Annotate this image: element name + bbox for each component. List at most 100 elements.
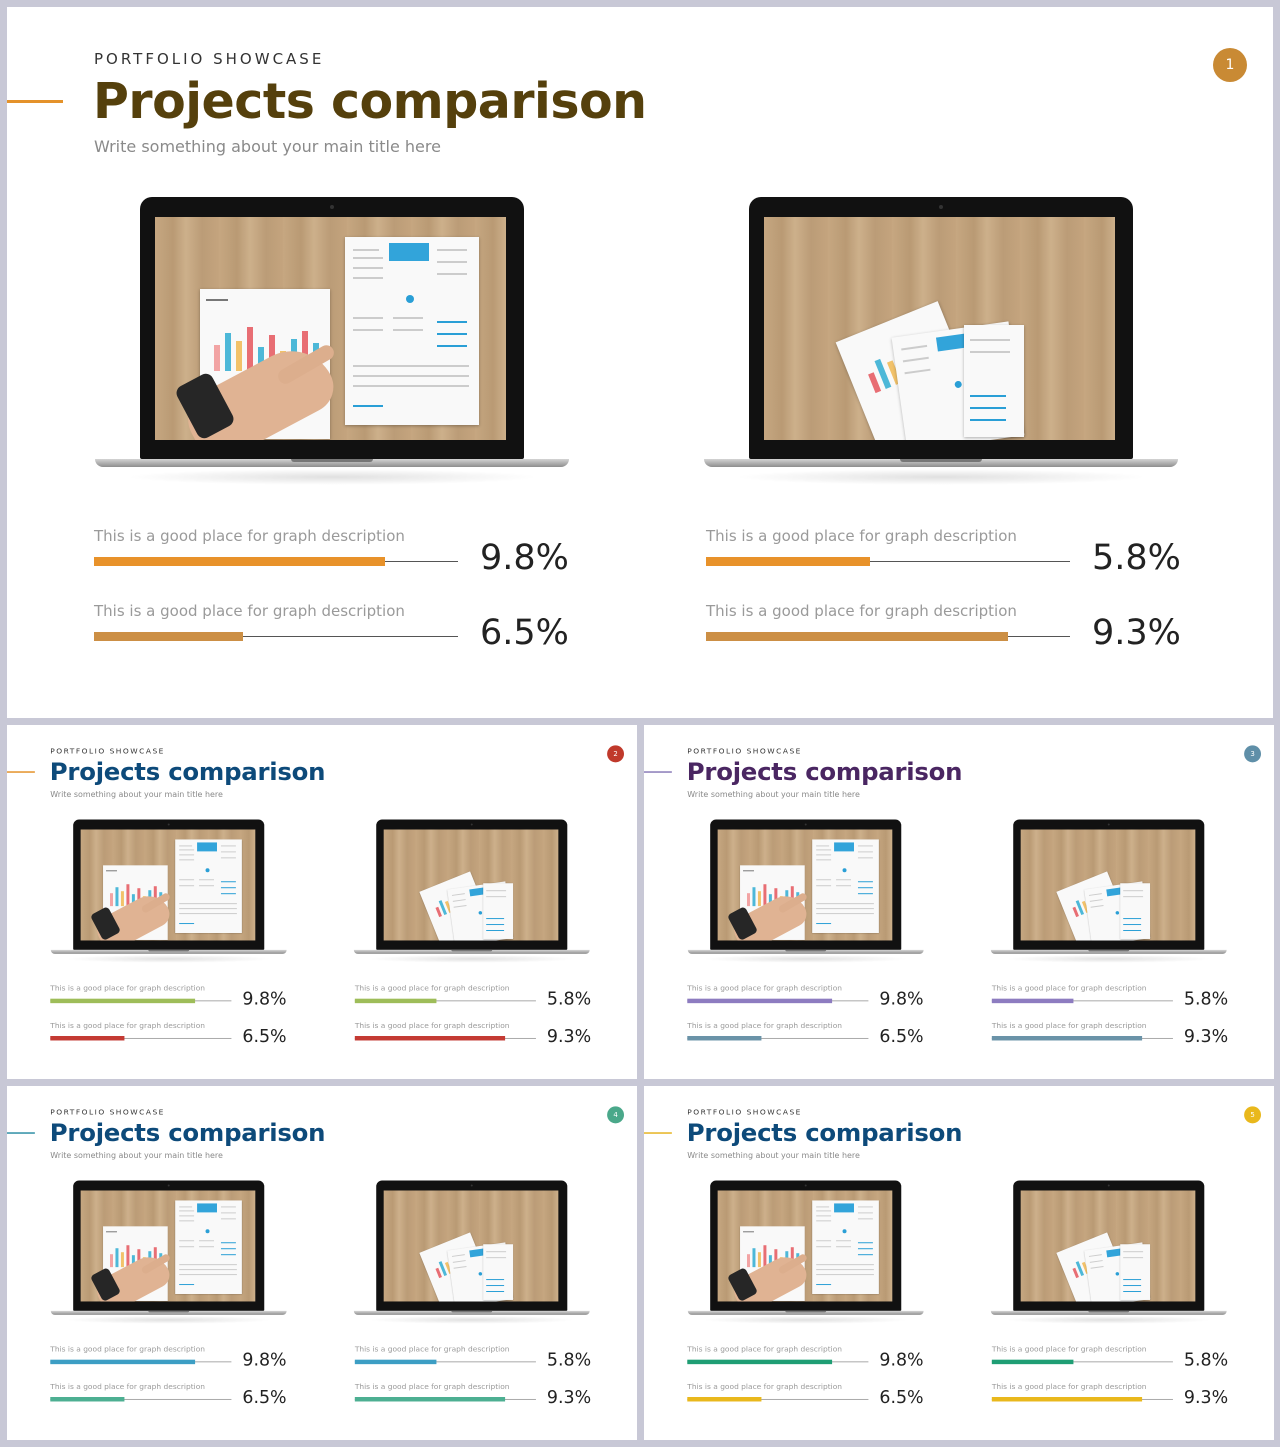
page-subtitle: Write something about your main title he…: [687, 789, 860, 800]
slide-2: PORTFOLIO SHOWCASE Projects comparison W…: [7, 725, 637, 1079]
title-accent-line: [7, 100, 63, 103]
title-accent-line: [644, 1132, 672, 1134]
percentage-value: 9.8%: [242, 1350, 287, 1371]
page-subtitle: Write something about your main title he…: [50, 789, 223, 800]
laptop-photo-hand-pointing-chart: [717, 829, 893, 941]
page-title: Projects comparison: [686, 1118, 963, 1148]
laptop-photo-documents-on-wood: [1020, 1190, 1196, 1302]
laptop-mockup-left: [687, 1180, 924, 1325]
progress-fill: [50, 1359, 196, 1365]
graph-description: This is a good place for graph descripti…: [50, 983, 205, 993]
progress-fill: [991, 1359, 1074, 1365]
progress-fill: [687, 1036, 762, 1041]
progress-fill: [354, 1036, 506, 1041]
progress-fill: [687, 1359, 833, 1365]
graph-description: This is a good place for graph descripti…: [354, 1344, 510, 1354]
slide-5: PORTFOLIO SHOWCASE Projects comparison W…: [644, 1086, 1274, 1440]
progress-fill: [50, 1397, 125, 1402]
title-accent-line: [7, 771, 35, 773]
title-accent-line: [7, 1132, 35, 1134]
percentage-value: 9.8%: [879, 989, 924, 1010]
eyebrow-label: PORTFOLIO SHOWCASE: [94, 50, 325, 68]
laptop-photo-documents-on-wood: [383, 829, 559, 941]
graph-description: This is a good place for graph descripti…: [50, 1382, 205, 1392]
laptop-mockup-right: [353, 819, 590, 964]
percentage-value: 6.5%: [879, 1026, 924, 1047]
progress-fill: [706, 632, 1009, 641]
graph-description: This is a good place for graph descripti…: [94, 527, 405, 545]
graph-description: This is a good place for graph descripti…: [687, 1344, 842, 1354]
slide-number-badge: 2: [607, 745, 625, 763]
title-accent-line: [644, 771, 672, 773]
percentage-value: 5.8%: [546, 989, 592, 1010]
slide-3: PORTFOLIO SHOWCASE Projects comparison W…: [644, 725, 1274, 1079]
page-subtitle: Write something about your main title he…: [50, 1150, 223, 1161]
progress-fill: [991, 998, 1074, 1004]
percentage-value: 9.8%: [480, 538, 569, 578]
laptop-photo-hand-pointing-chart: [80, 1190, 256, 1302]
progress-fill: [991, 1397, 1143, 1402]
progress-fill: [687, 1397, 762, 1402]
laptop-mockup-right: [353, 1180, 590, 1325]
percentage-value: 6.5%: [480, 613, 569, 653]
slide-number-badge: 4: [607, 1106, 625, 1124]
graph-description: This is a good place for graph descripti…: [991, 1344, 1147, 1354]
laptop-photo-documents-on-wood: [1020, 829, 1196, 941]
laptop-photo-hand-pointing-chart: [717, 1190, 893, 1302]
progress-track: [94, 636, 458, 637]
laptop-photo-hand-pointing-chart: [80, 829, 256, 941]
eyebrow-label: PORTFOLIO SHOWCASE: [687, 746, 802, 756]
percentage-value: 6.5%: [879, 1387, 924, 1408]
graph-description: This is a good place for graph descripti…: [706, 527, 1017, 545]
graph-description: This is a good place for graph descripti…: [94, 602, 405, 620]
progress-fill: [50, 998, 196, 1004]
laptop-photo-hand-pointing-chart: [155, 217, 506, 440]
percentage-value: 5.8%: [546, 1350, 592, 1371]
graph-description: This is a good place for graph descripti…: [354, 983, 510, 993]
page-subtitle: Write something about your main title he…: [94, 137, 441, 156]
graph-description: This is a good place for graph descripti…: [354, 1382, 510, 1392]
graph-description: This is a good place for graph descripti…: [991, 983, 1147, 993]
page-title: Projects comparison: [686, 757, 963, 787]
progress-fill: [50, 1036, 125, 1041]
percentage-value: 6.5%: [242, 1026, 287, 1047]
progress-fill: [354, 998, 437, 1004]
graph-description: This is a good place for graph descripti…: [991, 1021, 1147, 1031]
percentage-value: 9.8%: [879, 1350, 924, 1371]
progress-fill: [687, 998, 833, 1004]
page-subtitle: Write something about your main title he…: [687, 1150, 860, 1161]
page-title: Projects comparison: [49, 757, 326, 787]
laptop-mockup-right: [704, 197, 1178, 487]
slide-number-badge: 3: [1244, 745, 1262, 763]
graph-description: This is a good place for graph descripti…: [991, 1382, 1147, 1392]
laptop-photo-documents-on-wood: [764, 217, 1115, 440]
slide-number-badge: 5: [1244, 1106, 1262, 1124]
percentage-value: 5.8%: [1183, 989, 1229, 1010]
percentage-value: 9.3%: [546, 1387, 592, 1408]
percentage-value: 9.3%: [546, 1026, 592, 1047]
laptop-mockup-left: [50, 819, 287, 964]
graph-description: This is a good place for graph descripti…: [687, 1382, 842, 1392]
eyebrow-label: PORTFOLIO SHOWCASE: [50, 1107, 165, 1117]
slide-1: PORTFOLIO SHOWCASE Projects comparison W…: [7, 7, 1273, 718]
progress-fill: [94, 557, 386, 566]
graph-description: This is a good place for graph descripti…: [687, 1021, 842, 1031]
laptop-mockup-right: [990, 1180, 1227, 1325]
eyebrow-label: PORTFOLIO SHOWCASE: [50, 746, 165, 756]
laptop-mockup-left: [687, 819, 924, 964]
progress-track: [706, 561, 1070, 562]
percentage-value: 9.3%: [1183, 1026, 1229, 1047]
percentage-value: 9.8%: [242, 989, 287, 1010]
percentage-value: 5.8%: [1183, 1350, 1229, 1371]
graph-description: This is a good place for graph descripti…: [50, 1021, 205, 1031]
percentage-value: 9.3%: [1092, 613, 1181, 653]
percentage-value: 6.5%: [242, 1387, 287, 1408]
slide-number-badge: 1: [1213, 48, 1247, 82]
graph-description: This is a good place for graph descripti…: [706, 602, 1017, 620]
eyebrow-label: PORTFOLIO SHOWCASE: [687, 1107, 802, 1117]
graph-description: This is a good place for graph descripti…: [687, 983, 842, 993]
page-title: Projects comparison: [93, 73, 647, 130]
slide-4: PORTFOLIO SHOWCASE Projects comparison W…: [7, 1086, 637, 1440]
percentage-value: 5.8%: [1092, 538, 1181, 578]
laptop-mockup-left: [50, 1180, 287, 1325]
